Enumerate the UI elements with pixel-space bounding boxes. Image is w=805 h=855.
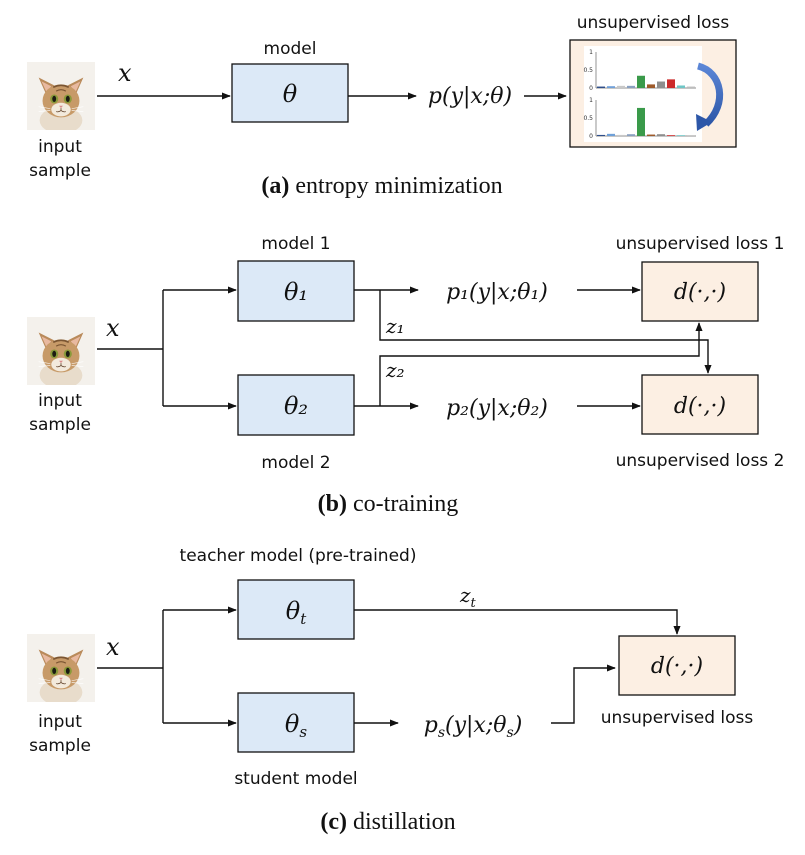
histogram-tick-label: 1 xyxy=(589,97,593,104)
z2-label: z₂ xyxy=(385,358,405,382)
model1-theta: θ₁ xyxy=(284,278,308,306)
loss2-label: unsupervised loss 2 xyxy=(616,451,785,471)
output-distribution: p(y|x;θ) xyxy=(428,84,512,109)
output2-distribution: p₂(y|x;θ₂) xyxy=(446,396,548,421)
histogram-bar xyxy=(637,75,645,88)
loss1-label: unsupervised loss 1 xyxy=(616,234,785,254)
student-theta: θs xyxy=(285,710,307,741)
model-label: model xyxy=(264,39,317,59)
model1-box xyxy=(237,260,355,322)
histogram-bar xyxy=(617,85,625,88)
histogram-tick-label: 0.5 xyxy=(583,67,593,74)
cat-photo-icon xyxy=(27,62,95,130)
input-variable-x: x xyxy=(106,314,120,342)
model-box xyxy=(231,63,349,123)
histogram-bar xyxy=(687,135,695,136)
teacher-feature-route xyxy=(354,609,681,635)
loss2-distance: d(·,·) xyxy=(674,394,726,419)
loss-box xyxy=(618,635,736,696)
histogram-bar xyxy=(627,85,635,88)
histogram-tick-label: 1 xyxy=(589,49,593,56)
z2-feature-route xyxy=(379,322,703,406)
histogram-tick-label: 0.5 xyxy=(583,115,593,122)
loss2-box xyxy=(641,374,759,435)
panel-c: input sample x teacher model (pre-traine… xyxy=(27,546,753,835)
model2-label: model 2 xyxy=(261,453,330,473)
caption-b: (b) co-training xyxy=(318,491,459,517)
zt-label: zt xyxy=(459,583,477,611)
panel-a: input sample x model θ p(y|x;θ) unsuperv… xyxy=(27,13,737,199)
teacher-theta: θt xyxy=(286,597,307,628)
histogram-top: 10.50 xyxy=(583,46,702,94)
panel-b: input sample x model 1 θ₁ model 2 θ₂ p₁(… xyxy=(27,234,784,517)
histogram-bar xyxy=(607,86,615,88)
input-label-line1: input xyxy=(38,391,82,411)
histogram-bar xyxy=(617,134,625,136)
z1-label: z₁ xyxy=(385,314,405,338)
input-label-line2: sample xyxy=(29,161,91,181)
curved-arrow-icon xyxy=(696,62,724,127)
histogram-tick-label: 0 xyxy=(589,133,593,140)
model2-theta: θ₂ xyxy=(284,392,308,420)
curved-arrow-head xyxy=(696,114,712,131)
histogram-bar xyxy=(597,86,605,88)
z1-feature-route xyxy=(379,290,712,374)
student-output-route xyxy=(551,664,616,724)
histogram-bottom: 10.50 xyxy=(583,94,702,142)
histogram-bar xyxy=(677,135,685,136)
loss1-distance: d(·,·) xyxy=(674,280,726,305)
histogram-bar xyxy=(667,135,675,136)
histogram-bar xyxy=(597,134,605,136)
student-output: ps(y|x;θs) xyxy=(424,713,523,741)
caption-a: (a) entropy minimization xyxy=(261,173,502,199)
input-variable-x: x xyxy=(106,633,120,661)
histogram-bar xyxy=(627,134,635,136)
loss-label: unsupervised loss xyxy=(577,13,730,33)
histogram-bar xyxy=(687,86,695,88)
histogram-bar xyxy=(647,84,655,88)
cat-photo-icon xyxy=(27,634,95,702)
histogram-bar xyxy=(647,134,655,136)
caption-c: (c) distillation xyxy=(320,809,455,835)
input-label-line2: sample xyxy=(29,736,91,756)
input-label-line1: input xyxy=(38,712,82,732)
histogram-bar xyxy=(637,107,645,136)
model1-label: model 1 xyxy=(261,234,330,254)
histogram-bar xyxy=(667,79,675,88)
teacher-box xyxy=(237,579,355,640)
loss-label: unsupervised loss xyxy=(601,708,754,728)
input-label-line2: sample xyxy=(29,415,91,435)
cat-photo-icon xyxy=(27,317,95,385)
histogram-bar xyxy=(657,81,665,88)
input-variable-x: x xyxy=(118,59,132,87)
student-label: student model xyxy=(234,769,357,789)
histogram-bar xyxy=(607,133,615,136)
loss1-box xyxy=(641,261,759,322)
model-theta: θ xyxy=(283,80,298,108)
histogram-bar xyxy=(657,134,665,136)
loss-distance: d(·,·) xyxy=(651,654,703,679)
teacher-label: teacher model (pre-trained) xyxy=(180,546,417,566)
histogram-tick-label: 0 xyxy=(589,85,593,92)
histogram-bar xyxy=(677,85,685,88)
output1-distribution: p₁(y|x;θ₁) xyxy=(446,280,548,305)
input-label-line1: input xyxy=(38,137,82,157)
model2-box xyxy=(237,374,355,436)
